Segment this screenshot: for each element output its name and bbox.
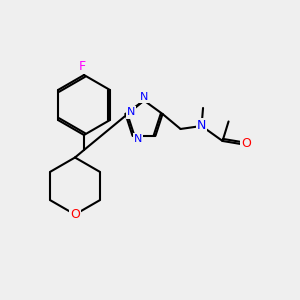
Text: O: O bbox=[70, 208, 80, 221]
Text: N: N bbox=[134, 134, 142, 144]
Text: N: N bbox=[197, 119, 206, 133]
Text: N: N bbox=[127, 107, 135, 118]
Text: F: F bbox=[79, 59, 86, 73]
Text: O: O bbox=[242, 137, 251, 151]
Text: N: N bbox=[140, 92, 148, 102]
